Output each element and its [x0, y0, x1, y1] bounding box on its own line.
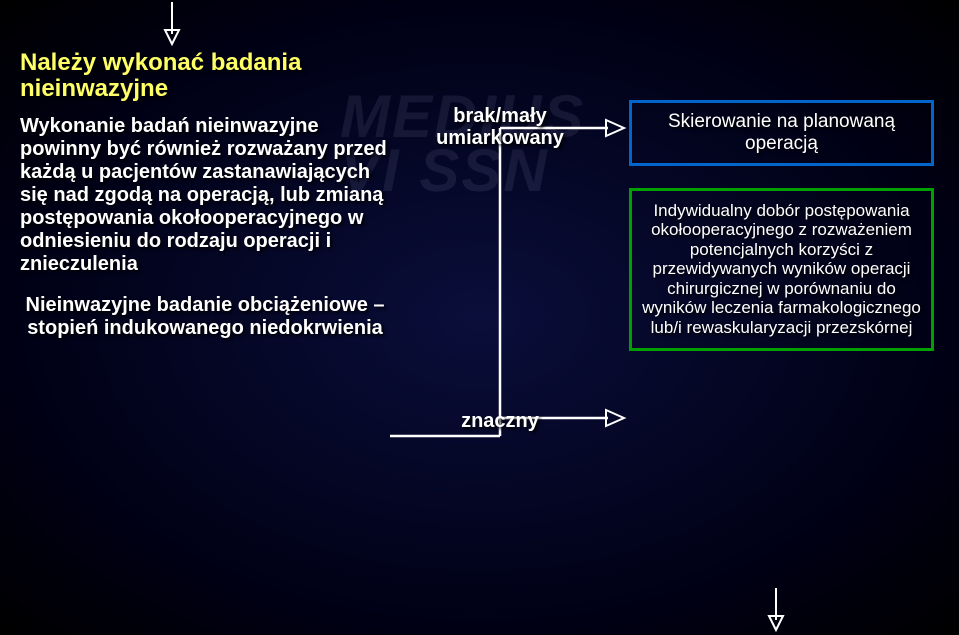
mid-labels: brak/mały umiarkowany znaczny — [425, 105, 575, 149]
paragraph-1: Wykonanie badań nieinwazyjne powinny być… — [20, 115, 390, 276]
label-znaczny: znaczny — [425, 410, 575, 432]
right-column: Skierowanie na planowaną operacją Indywi… — [629, 100, 934, 373]
label-umiarkowany: umiarkowany — [425, 127, 575, 149]
left-column: Należy wykonać badania nieinwazyjne Wyko… — [20, 50, 390, 358]
box-skierowanie: Skierowanie na planowaną operacją — [629, 100, 934, 166]
box-indywidualny: Indywidualny dobór postępowania okołoope… — [629, 188, 934, 351]
heading: Należy wykonać badania nieinwazyjne — [20, 50, 390, 103]
paragraph-2: Nieinwazyjne badanie obciążeniowe – stop… — [20, 294, 390, 340]
label-brak-maly: brak/mały — [425, 105, 575, 127]
